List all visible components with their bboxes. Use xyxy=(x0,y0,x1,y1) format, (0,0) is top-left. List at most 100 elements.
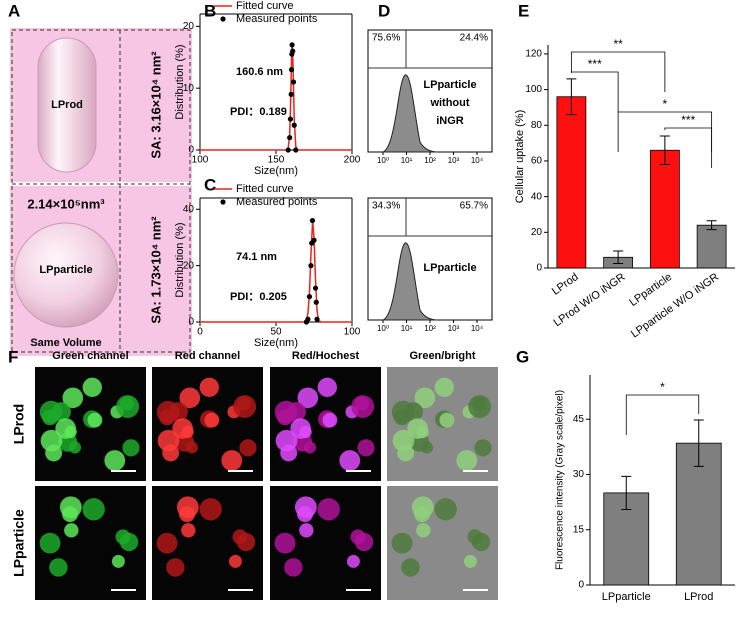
x-tick-label: LPparticle W/O iNGR xyxy=(629,271,721,340)
x-tick-label: 10¹ xyxy=(401,156,413,165)
annotation: PDI：0.205 xyxy=(230,291,287,303)
cell xyxy=(391,532,413,554)
y-tick-label: 120 xyxy=(525,49,542,60)
measured-point xyxy=(314,316,320,322)
histogram xyxy=(382,242,439,321)
x-tick-label: 10⁴ xyxy=(471,156,484,165)
micrograph xyxy=(152,367,263,481)
cell xyxy=(414,506,430,523)
significance-label: ** xyxy=(613,37,623,51)
y-axis-label: Distribution (%) xyxy=(174,222,186,297)
cell xyxy=(401,558,420,577)
cell xyxy=(87,412,103,428)
column-header: Red channel xyxy=(175,350,240,362)
annotation: 74.1 nm xyxy=(236,251,277,263)
x-tick-label: 100 xyxy=(192,155,209,166)
cell xyxy=(232,529,248,545)
cell xyxy=(317,377,337,397)
cell xyxy=(104,450,126,471)
measured-point xyxy=(287,116,294,122)
panel-label: B xyxy=(204,1,216,20)
cell xyxy=(434,377,454,397)
cell xyxy=(414,387,436,409)
cell xyxy=(122,439,140,457)
y-tick-label: 0 xyxy=(188,317,194,328)
x-tick-label: 10¹ xyxy=(401,324,413,333)
bar xyxy=(649,149,680,269)
legend-label: Measured points xyxy=(236,13,318,25)
row-label: LProd xyxy=(11,404,27,444)
significance-label: *** xyxy=(588,57,602,71)
measured-point xyxy=(290,48,296,54)
cell xyxy=(166,558,185,577)
sample-label: LPparticle xyxy=(423,79,476,91)
cell xyxy=(185,441,199,454)
cell xyxy=(275,429,298,452)
fitted-curve xyxy=(200,44,352,151)
cell xyxy=(40,429,63,452)
panel-label: E xyxy=(518,1,529,20)
error-bar xyxy=(706,220,717,231)
micrograph xyxy=(387,367,498,481)
cell xyxy=(346,554,360,568)
x-tick-label: 10³ xyxy=(448,156,460,165)
error-bar xyxy=(693,419,704,467)
panel-label: A xyxy=(8,1,20,20)
histogram-frame xyxy=(367,29,493,153)
cell xyxy=(322,412,338,428)
cell xyxy=(236,396,251,411)
top-box xyxy=(10,28,192,182)
sample-label: iNGR xyxy=(436,115,464,127)
sphere-shape xyxy=(13,222,119,328)
x-tick-label: 100 xyxy=(344,327,361,338)
significance-bracket xyxy=(625,394,700,435)
micrograph xyxy=(387,486,498,600)
x-tick-label: 10² xyxy=(424,156,436,165)
cell xyxy=(416,523,431,538)
column-header: Green channel xyxy=(52,350,128,362)
cell xyxy=(111,554,125,568)
cell xyxy=(39,400,63,424)
cell xyxy=(221,450,243,471)
y-tick-label: 80 xyxy=(531,120,543,131)
cell xyxy=(317,498,340,521)
cell xyxy=(299,425,312,439)
x-tick-label: LPparticle xyxy=(602,591,651,603)
cell xyxy=(467,529,483,545)
cell xyxy=(39,532,61,554)
cell xyxy=(181,425,194,439)
annotation: 160.6 nm xyxy=(236,66,283,78)
measured-point xyxy=(306,294,313,300)
cell xyxy=(68,441,82,454)
x-tick-label: 10² xyxy=(424,324,436,333)
x-tick-label: 10⁰ xyxy=(377,156,389,165)
y-tick-label: 40 xyxy=(183,204,195,215)
x-tick-label: 10⁴ xyxy=(471,324,484,333)
x-tick-label: 200 xyxy=(344,155,361,166)
panel-label: G xyxy=(516,347,529,366)
y-tick-label: 20 xyxy=(531,227,543,238)
y-tick-label: 15 xyxy=(573,524,585,535)
y-tick-label: 0 xyxy=(188,145,194,156)
measured-point xyxy=(309,217,316,224)
y-tick-label: 100 xyxy=(525,84,542,95)
cell xyxy=(339,450,361,471)
bar xyxy=(696,224,727,269)
rod-shape xyxy=(37,37,97,173)
x-tick-label: 0 xyxy=(197,327,203,338)
measured-point xyxy=(288,67,295,73)
y-tick-label: 10 xyxy=(183,83,195,94)
cell xyxy=(456,450,478,471)
cell xyxy=(299,523,314,538)
cell xyxy=(62,387,84,409)
legend-label: Fitted curve xyxy=(236,183,293,195)
histogram-frame xyxy=(367,197,493,321)
y-tick-label: 40 xyxy=(531,191,543,202)
sample-label: without xyxy=(429,97,469,109)
cell xyxy=(391,400,415,424)
cell xyxy=(199,498,222,521)
x-tick-label: 150 xyxy=(268,155,285,166)
x-tick-label: LProd xyxy=(550,271,581,298)
cell xyxy=(179,387,201,409)
